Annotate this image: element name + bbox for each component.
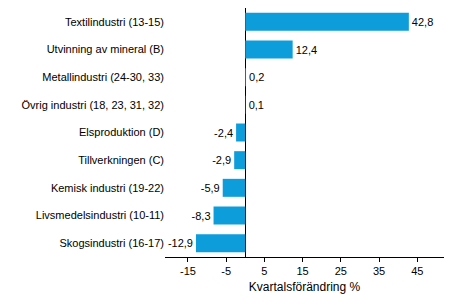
svg-text:-5,9: -5,9 — [201, 182, 220, 194]
svg-text:-8,3: -8,3 — [192, 210, 211, 222]
svg-text:0,2: 0,2 — [249, 71, 264, 83]
svg-text:12,4: 12,4 — [296, 44, 317, 56]
svg-text:-2,4: -2,4 — [214, 127, 233, 139]
svg-text:35: 35 — [373, 265, 385, 277]
svg-text:-15: -15 — [180, 265, 196, 277]
svg-text:5: 5 — [261, 265, 267, 277]
svg-text:0,1: 0,1 — [249, 99, 264, 111]
svg-text:Kemisk industri (19-22): Kemisk industri (19-22) — [51, 182, 164, 194]
svg-text:Metallindustri (24-30, 33): Metallindustri (24-30, 33) — [42, 71, 164, 83]
svg-text:Textilindustri (13-15): Textilindustri (13-15) — [65, 16, 164, 28]
svg-text:45: 45 — [411, 265, 423, 277]
svg-text:Övrig industri (18, 23, 31, 32: Övrig industri (18, 23, 31, 32) — [22, 99, 164, 111]
svg-text:Skogsindustri (16-17): Skogsindustri (16-17) — [59, 237, 164, 249]
svg-text:15: 15 — [296, 265, 308, 277]
svg-text:-2,9: -2,9 — [212, 154, 231, 166]
svg-text:Tillverkningen (C): Tillverkningen (C) — [78, 154, 164, 166]
svg-text:-12,9: -12,9 — [168, 237, 193, 249]
svg-text:25: 25 — [335, 265, 347, 277]
svg-text:42,8: 42,8 — [412, 16, 433, 28]
svg-text:Elsproduktion (D): Elsproduktion (D) — [79, 126, 164, 138]
svg-text:-5: -5 — [221, 265, 231, 277]
svg-text:Livsmedelsindustri (10-11): Livsmedelsindustri (10-11) — [36, 209, 164, 221]
svg-text:Utvinning av mineral (B): Utvinning av mineral (B) — [47, 43, 164, 55]
svg-text:Kvartalsförändring %: Kvartalsförändring % — [249, 280, 361, 294]
